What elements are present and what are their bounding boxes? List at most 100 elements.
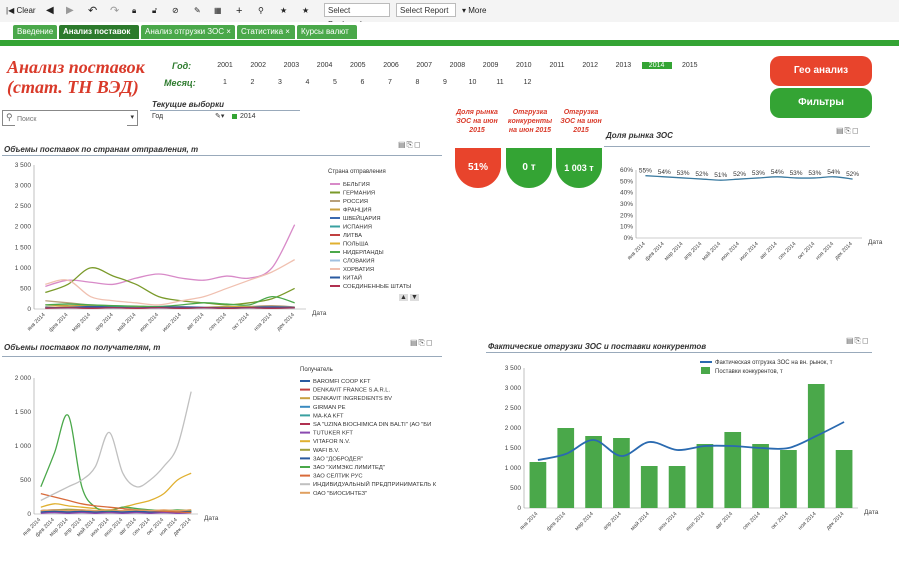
edit-icon[interactable]: ✎ [194, 6, 201, 15]
geo-analysis-button[interactable]: Гео анализ [770, 56, 872, 86]
chart-tools-icons[interactable]: ▤⎘◻ [846, 336, 870, 345]
chart-country-series-line [45, 267, 295, 306]
wand-icon[interactable]: ⚲ [258, 6, 264, 15]
chart-recipient-legend-label: GIRMAN PE [313, 405, 346, 411]
chart-recipient-title: Объемы поставок по получателям, т [4, 343, 161, 352]
chart-recipient-y-tick-label: 0 [27, 511, 31, 518]
year-item[interactable]: 2008 [449, 62, 466, 69]
undo-icon[interactable]: ↶ [88, 5, 98, 17]
tab-shipment-analysis[interactable]: Анализ отгрузки ЗОС × [141, 25, 235, 39]
year-item[interactable]: 2009 [482, 62, 499, 69]
star-icon[interactable]: ★ [302, 6, 310, 15]
year-item[interactable]: 2001 [217, 62, 233, 69]
clear-button[interactable]: |◀ Clear [6, 4, 36, 18]
chart-actual-x-tick-label: янв 2014 [519, 511, 539, 531]
year-item[interactable]: 2011 [549, 62, 565, 69]
chart-recipient-legend-label: SA "UZINA BIOCHIMICA DIN BALTI" (АО "БИ [313, 422, 431, 428]
close-icon[interactable]: × [285, 27, 290, 36]
chart-country-x-tick-label: мар 2014 [71, 312, 92, 333]
search-icon: ⚲ [6, 112, 13, 122]
chart-share-data-label: 53% [790, 170, 803, 177]
chart-actual-x-tick-label: сен 2014 [742, 511, 762, 531]
chart-share-series-line [645, 175, 853, 181]
legend-scroll-down-icon[interactable]: ▼ [410, 294, 419, 301]
unlock-icon[interactable]: 🔓︎ [152, 6, 158, 15]
chart-share-y-tick-label: 30% [620, 201, 633, 208]
selection-edit-icon[interactable]: ✎▾ [215, 113, 225, 120]
selection-field: Год [152, 113, 164, 120]
report-select-label: Select Report [400, 6, 449, 15]
year-item[interactable]: 2006 [383, 62, 399, 69]
redo-icon[interactable]: ↷ [110, 5, 120, 17]
year-item[interactable]: 2012 [582, 62, 598, 69]
chart-actual-bar [529, 462, 547, 508]
chart-actual-series-line [537, 421, 845, 461]
kpi-shipment-badge[interactable]: 1 003 т [556, 148, 602, 188]
table-icon[interactable]: ▦ [214, 6, 222, 15]
chart-country-legend-label: БЕЛЬГИЯ [343, 182, 370, 188]
year-item[interactable]: 2002 [250, 62, 266, 69]
kpi-share-badge[interactable]: 51% [455, 148, 501, 188]
search-box[interactable]: ⚲ ▾ [2, 110, 138, 126]
kpi-share-value: 51% [467, 162, 488, 173]
legend-scroll-up-icon[interactable]: ▲ [399, 294, 408, 301]
back-icon[interactable]: ◀ [46, 5, 54, 16]
kpi-competitors-badge[interactable]: 0 т [506, 148, 552, 188]
report-select[interactable]: Select Report ▾ [396, 3, 456, 29]
tab-statistics[interactable]: Статистика × [237, 25, 295, 39]
year-item[interactable]: 2003 [283, 62, 300, 69]
tab-intro[interactable]: Введение [13, 25, 57, 39]
year-item[interactable]: 2005 [350, 62, 366, 69]
chart-recipient-series-line [40, 472, 192, 511]
chart-tools-icons[interactable]: ▤⎘◻ [836, 126, 860, 135]
year-item[interactable]: 2010 [516, 62, 532, 69]
more-button[interactable]: ▾ More [462, 4, 486, 18]
month-item[interactable]: 5 [333, 79, 337, 86]
star-add-icon[interactable]: ★ [280, 6, 288, 15]
chart-tools-icons[interactable]: ▤⎘◻ [410, 338, 434, 347]
chart-country-y-tick-label: 1 000 [15, 265, 32, 272]
month-item[interactable]: 8 [415, 79, 420, 86]
chart-actual-x-tick-label: июл 2014 [685, 511, 706, 532]
forward-icon[interactable]: ▶ [66, 5, 74, 16]
month-item[interactable]: 12 [523, 79, 532, 86]
year-item[interactable]: 2014 [641, 62, 672, 69]
month-item[interactable]: 10 [468, 79, 477, 86]
chart-share-y-tick-label: 20% [620, 212, 633, 219]
year-item[interactable]: 2013 [615, 62, 632, 69]
divider [486, 352, 872, 353]
month-item[interactable]: 11 [496, 79, 504, 86]
chart-actual-y-tick-label: 3 000 [505, 385, 522, 392]
chart-share-y-tick-label: 40% [620, 190, 633, 197]
month-item[interactable]: 1 [223, 79, 227, 86]
kpi-label-share: Доля рынка ЗОС на июн 2015 [456, 109, 498, 134]
month-item[interactable]: 2 [250, 79, 255, 86]
filters-button[interactable]: Фильтры [770, 88, 872, 118]
chart-actual-bar [807, 384, 825, 508]
month-item[interactable]: 6 [360, 79, 365, 86]
search-input[interactable] [15, 112, 127, 126]
chart-tools-icons[interactable]: ▤⎘◻ [398, 140, 422, 149]
chart-share-data-label: 52% [846, 171, 859, 178]
current-selections-title: Текущие выборки [152, 100, 225, 109]
tab-currency[interactable]: Курсы валют [297, 25, 357, 39]
lock-icon[interactable]: 🔒︎ [132, 6, 137, 15]
chart-country-y-tick-label: 0 [27, 306, 31, 313]
year-item[interactable]: 2004 [316, 62, 333, 69]
chart-recipient-series-line [40, 509, 192, 512]
month-item[interactable]: 4 [305, 79, 310, 86]
month-item[interactable]: 9 [443, 79, 447, 86]
month-item[interactable]: 7 [388, 79, 392, 86]
year-item[interactable]: 2015 [682, 62, 698, 69]
tab-label: Введение [17, 27, 54, 36]
no-entry-icon[interactable]: ⊘ [172, 6, 179, 15]
chart-country-y-tick-label: 3 500 [15, 162, 32, 169]
chart-share-data-label: 52% [695, 171, 708, 178]
chart-country-x-tick-label: ноя 2014 [253, 312, 273, 332]
chart-actual-bar [835, 450, 853, 508]
add-icon[interactable]: + [236, 5, 243, 17]
close-icon[interactable]: × [226, 27, 231, 36]
chevron-down-icon[interactable]: ▾ [130, 114, 134, 121]
month-item[interactable]: 3 [278, 79, 282, 86]
year-item[interactable]: 2007 [416, 62, 432, 69]
